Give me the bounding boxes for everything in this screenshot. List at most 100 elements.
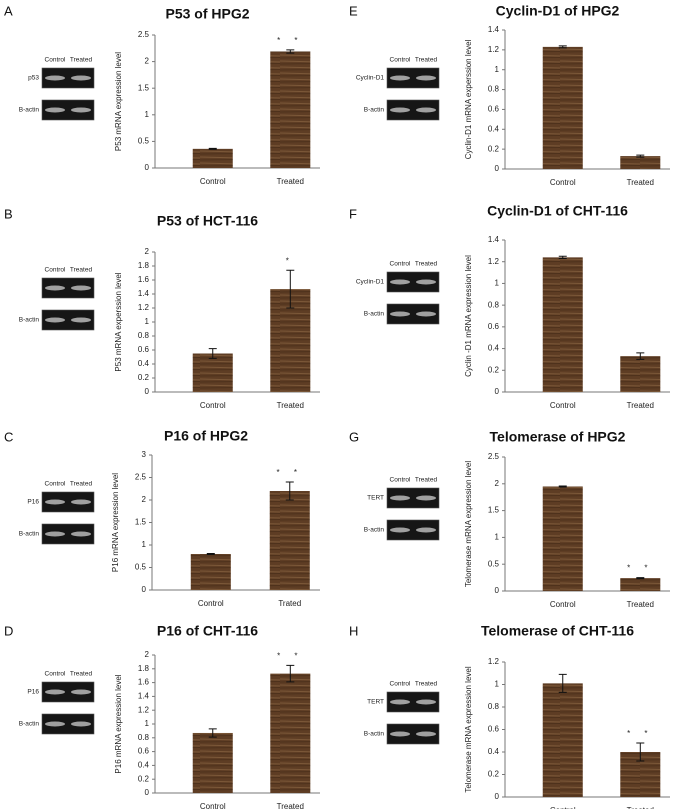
gel-strip [41, 491, 95, 513]
gel-band [390, 311, 410, 317]
y-tick-label: 1.4 [488, 235, 500, 244]
gel-row-label: TERT [367, 699, 384, 706]
gel-band [45, 317, 65, 323]
x-tick-label: Control [550, 600, 576, 609]
y-tick-label: 2 [145, 57, 150, 66]
y-tick-label: 0.2 [488, 144, 500, 153]
gel-band [45, 689, 65, 695]
y-tick-label: 0 [145, 163, 150, 172]
bar-texture [269, 491, 310, 590]
gel-band [45, 285, 65, 291]
gel-lane-label: Control [390, 477, 412, 484]
x-tick-label: Control [200, 177, 226, 186]
significance-mark: * * [627, 729, 653, 738]
y-tick-label: 1.8 [138, 664, 150, 673]
y-tick-label: 1.2 [138, 303, 150, 312]
x-tick-label: Treated [627, 401, 654, 410]
y-tick-label: 0.6 [488, 725, 500, 734]
x-tick-label: Control [550, 178, 576, 187]
gel-strip [41, 309, 95, 331]
gel-band [71, 689, 91, 695]
y-tick-label: 0.6 [488, 105, 500, 114]
bar-texture [192, 732, 233, 793]
error-bar [558, 45, 567, 49]
y-tick-label: 1 [495, 533, 500, 542]
gel-row-label: B-actin [364, 311, 385, 318]
y-tick-label: 2.5 [488, 452, 500, 461]
error-bar [636, 154, 645, 158]
panel-letter: G [349, 429, 359, 444]
x-tick-label: Treated [277, 177, 304, 186]
gel-band [390, 107, 410, 113]
y-tick-label: 2.5 [135, 473, 147, 482]
gel-lane-label: Treated [70, 481, 93, 488]
gel-band [416, 527, 436, 533]
gel-row-label: B-actin [364, 731, 385, 738]
error-bar [636, 742, 645, 762]
gel-row-label: p53 [28, 75, 39, 82]
gel-lane-label: Control [390, 261, 412, 268]
x-tick-label: Treated [627, 806, 654, 809]
error-bar [208, 348, 217, 359]
y-axis-label: P53 mRNA experssion level [114, 272, 123, 371]
gel-lane-label: Control [45, 57, 67, 64]
x-tick-label: Control [550, 401, 576, 410]
y-tick-label: 1.4 [138, 692, 150, 701]
y-tick-label: 0 [495, 586, 500, 595]
bar-texture [270, 51, 311, 168]
gel-band [45, 75, 65, 81]
error-bar [208, 728, 217, 738]
y-axis-label: P53 mRNA expression level [114, 52, 123, 151]
panel-letter: F [349, 206, 357, 221]
gel-band [45, 531, 65, 537]
error-bar [636, 352, 645, 360]
gel-lane-label: Treated [415, 681, 438, 688]
error-bar [286, 49, 295, 54]
error-bar [558, 485, 567, 488]
gel-row-label: Cyclin-D1 [356, 75, 385, 82]
gel-band [390, 527, 410, 533]
gel-band [71, 75, 91, 81]
panel-letter: A [4, 3, 13, 18]
y-tick-label: 1.2 [488, 45, 500, 54]
gel-band [390, 495, 410, 501]
y-tick-label: 0.5 [135, 563, 147, 572]
gel-strip [41, 713, 95, 735]
bar-texture [620, 356, 661, 392]
gel-row-label: P16 [27, 689, 39, 696]
y-tick-label: 1.4 [488, 25, 500, 34]
y-tick-label: 0.8 [138, 331, 150, 340]
error-bar [558, 255, 567, 259]
y-tick-label: 0.8 [138, 733, 150, 742]
y-tick-label: 1 [495, 680, 500, 689]
gel-band [416, 75, 436, 81]
significance-mark: * * [277, 468, 303, 477]
y-tick-label: 0.5 [488, 559, 500, 568]
gel-lane-label: Treated [70, 671, 93, 678]
y-tick-label: 1 [145, 719, 150, 728]
gel-row-label: Cyclin-D1 [356, 279, 385, 286]
chart-title: P16 of CHT-116 [157, 623, 258, 639]
gel-lane-label: Treated [415, 57, 438, 64]
bar-texture [190, 554, 231, 590]
chart-title: Cyclin-D1 of HPG2 [496, 3, 620, 19]
y-tick-label: 0.5 [138, 137, 150, 146]
gel-band [45, 499, 65, 505]
y-tick-label: 1 [495, 279, 500, 288]
x-tick-label: Control [198, 599, 224, 608]
y-tick-label: 0.2 [488, 770, 500, 779]
error-bar [558, 673, 567, 693]
gel-strip [41, 67, 95, 89]
gel-band [416, 731, 436, 737]
y-tick-label: 0 [142, 585, 147, 594]
y-tick-label: 0.8 [488, 85, 500, 94]
gel-band [71, 285, 91, 291]
y-tick-label: 0.4 [488, 124, 500, 133]
y-axis-label: Cyclin-D1 mRNA experssion level [464, 39, 473, 159]
bar-texture [542, 683, 583, 797]
y-tick-label: 0.4 [138, 761, 150, 770]
y-tick-label: 1.5 [488, 506, 500, 515]
gel-strip [386, 691, 440, 713]
gel-strip [386, 723, 440, 745]
